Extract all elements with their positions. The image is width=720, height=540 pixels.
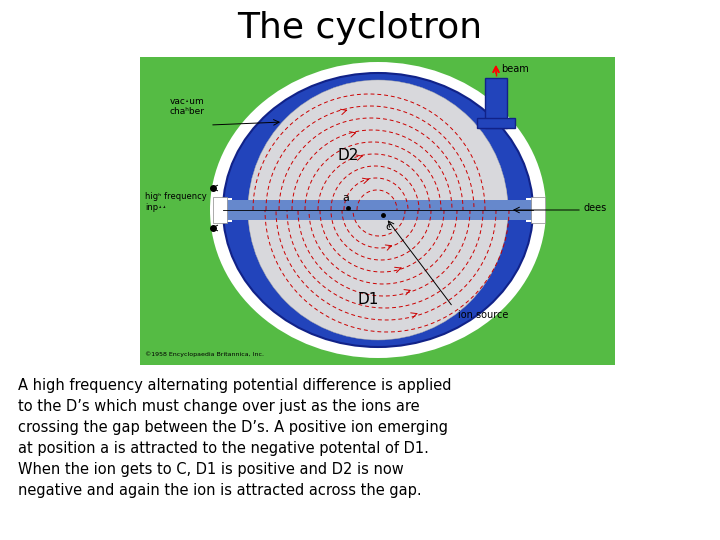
Text: ©1958 Encyclopaedia Britannica, Inc.: ©1958 Encyclopaedia Britannica, Inc. — [145, 352, 264, 357]
Bar — [477, 118, 515, 128]
Text: higʰ frequency
inp˔˔: higʰ frequency inp˔˔ — [145, 192, 207, 212]
Text: dees: dees — [584, 203, 607, 213]
Text: The cyclotron: The cyclotron — [238, 11, 482, 45]
Text: ion source: ion source — [458, 310, 508, 320]
Ellipse shape — [223, 73, 533, 347]
Text: beam: beam — [501, 64, 528, 74]
Bar — [140, 57, 615, 365]
Wedge shape — [248, 80, 508, 210]
Text: c: c — [385, 222, 391, 232]
Wedge shape — [248, 210, 508, 340]
Bar — [213, 197, 227, 223]
Bar — [215, 200, 541, 220]
Ellipse shape — [210, 62, 546, 358]
Text: D2: D2 — [337, 147, 359, 163]
Text: D1: D1 — [357, 293, 379, 307]
Bar — [526, 198, 536, 222]
Text: vac˔um
chaʰber: vac˔um chaʰber — [170, 97, 205, 117]
Text: A high frequency alternating potential difference is applied
to the D’s which mu: A high frequency alternating potential d… — [18, 378, 451, 498]
Ellipse shape — [248, 94, 508, 326]
Bar — [485, 78, 507, 128]
Text: a: a — [343, 193, 349, 203]
Bar — [531, 197, 545, 223]
Bar — [222, 198, 232, 222]
